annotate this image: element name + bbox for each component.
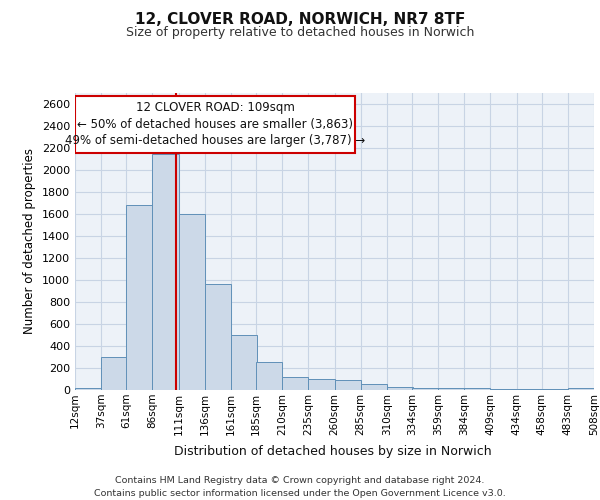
Bar — [205, 284, 231, 390]
Bar — [464, 388, 490, 390]
Bar — [490, 389, 517, 390]
Text: ← 50% of detached houses are smaller (3,863): ← 50% of detached houses are smaller (3,… — [77, 118, 353, 131]
Bar — [126, 205, 152, 390]
FancyBboxPatch shape — [75, 96, 355, 153]
Bar — [101, 358, 127, 390]
Y-axis label: Number of detached properties: Number of detached properties — [23, 148, 37, 334]
Bar — [282, 377, 308, 390]
Bar — [387, 386, 413, 390]
Text: Contains HM Land Registry data © Crown copyright and database right 2024.
Contai: Contains HM Land Registry data © Crown c… — [94, 476, 506, 498]
Bar — [517, 389, 543, 390]
Bar — [75, 388, 101, 390]
Bar — [568, 388, 594, 390]
Bar — [361, 384, 387, 390]
Text: 12 CLOVER ROAD: 109sqm: 12 CLOVER ROAD: 109sqm — [136, 101, 295, 114]
Text: 49% of semi-detached houses are larger (3,787) →: 49% of semi-detached houses are larger (… — [65, 134, 365, 147]
Bar — [231, 335, 257, 390]
Text: Distribution of detached houses by size in Norwich: Distribution of detached houses by size … — [174, 444, 492, 458]
Bar — [335, 380, 361, 390]
Text: 12, CLOVER ROAD, NORWICH, NR7 8TF: 12, CLOVER ROAD, NORWICH, NR7 8TF — [135, 12, 465, 28]
Bar — [152, 154, 179, 390]
Bar — [256, 362, 282, 390]
Bar — [412, 388, 438, 390]
Text: Size of property relative to detached houses in Norwich: Size of property relative to detached ho… — [126, 26, 474, 39]
Bar — [179, 214, 205, 390]
Bar — [308, 379, 335, 390]
Bar — [438, 388, 464, 390]
